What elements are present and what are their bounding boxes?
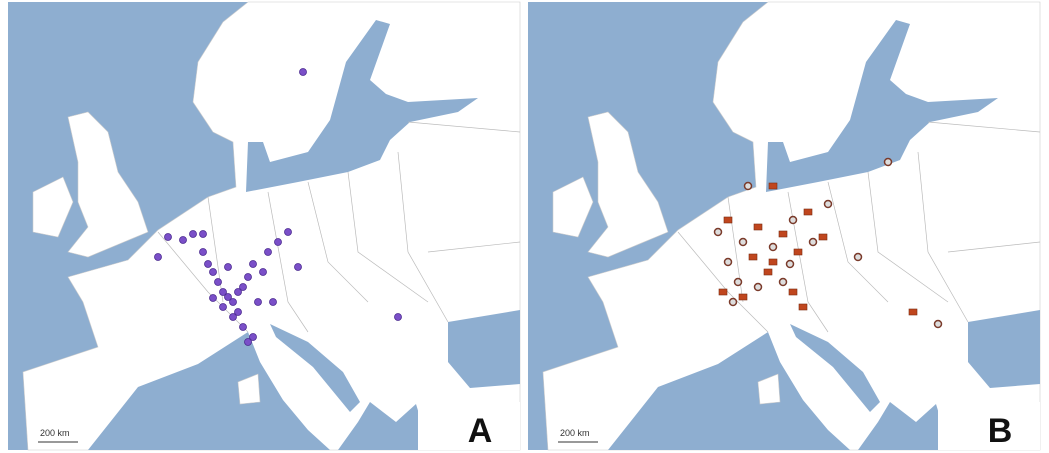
site-marker [224, 293, 232, 301]
base-map [527, 1, 1041, 451]
site-marker [738, 293, 748, 301]
site-marker [284, 228, 292, 236]
site-marker [768, 182, 778, 190]
site-marker [713, 227, 723, 237]
site-marker [204, 260, 212, 268]
site-marker [823, 199, 833, 209]
site-marker [294, 263, 302, 271]
site-marker [753, 223, 763, 231]
site-marker [219, 288, 227, 296]
site-marker [808, 237, 818, 247]
site-marker [249, 260, 257, 268]
site-marker [743, 181, 753, 191]
site-marker [753, 282, 763, 292]
site-marker [798, 303, 808, 311]
site-marker [718, 288, 728, 296]
site-marker [793, 248, 803, 256]
site-marker [768, 258, 778, 266]
site-marker [229, 313, 237, 321]
site-marker [209, 268, 217, 276]
site-marker [264, 248, 272, 256]
site-marker [164, 233, 172, 241]
site-marker [778, 230, 788, 238]
site-marker [748, 253, 758, 261]
site-marker [274, 238, 282, 246]
site-marker [239, 283, 247, 291]
map-panel: 200 km B [527, 1, 1041, 451]
site-marker [394, 313, 402, 321]
site-marker [259, 268, 267, 276]
site-marker [244, 338, 252, 346]
site-marker [723, 257, 733, 267]
site-marker [733, 277, 743, 287]
site-marker [738, 237, 748, 247]
site-marker [254, 298, 262, 306]
site-marker [933, 319, 943, 329]
scale-label: 200 km [560, 428, 590, 438]
site-marker [818, 233, 828, 241]
site-marker [154, 253, 162, 261]
site-marker [269, 298, 277, 306]
site-marker [179, 236, 187, 244]
site-marker [763, 268, 773, 276]
site-marker [244, 273, 252, 281]
site-marker [728, 297, 738, 307]
site-marker [199, 230, 207, 238]
site-marker [239, 323, 247, 331]
base-map [7, 1, 521, 451]
site-marker [234, 288, 242, 296]
site-marker [234, 308, 242, 316]
site-marker [189, 230, 197, 238]
panel-label: A [468, 412, 493, 450]
site-marker [723, 216, 733, 224]
site-marker [853, 252, 863, 262]
site-marker [229, 298, 237, 306]
site-marker [199, 248, 207, 256]
scale-label: 200 km [40, 428, 70, 438]
site-marker [908, 308, 918, 316]
site-marker [249, 333, 257, 341]
site-marker [883, 157, 893, 167]
site-marker [209, 294, 217, 302]
panel-label: B [988, 412, 1013, 450]
site-marker [778, 277, 788, 287]
site-marker [214, 278, 222, 286]
site-marker [788, 215, 798, 225]
site-marker [224, 263, 232, 271]
site-marker [788, 288, 798, 296]
site-marker [299, 68, 307, 76]
site-marker [785, 259, 795, 269]
site-marker [219, 303, 227, 311]
site-marker [803, 208, 813, 216]
site-marker [768, 242, 778, 252]
map-panel: 200 km A [7, 1, 521, 451]
